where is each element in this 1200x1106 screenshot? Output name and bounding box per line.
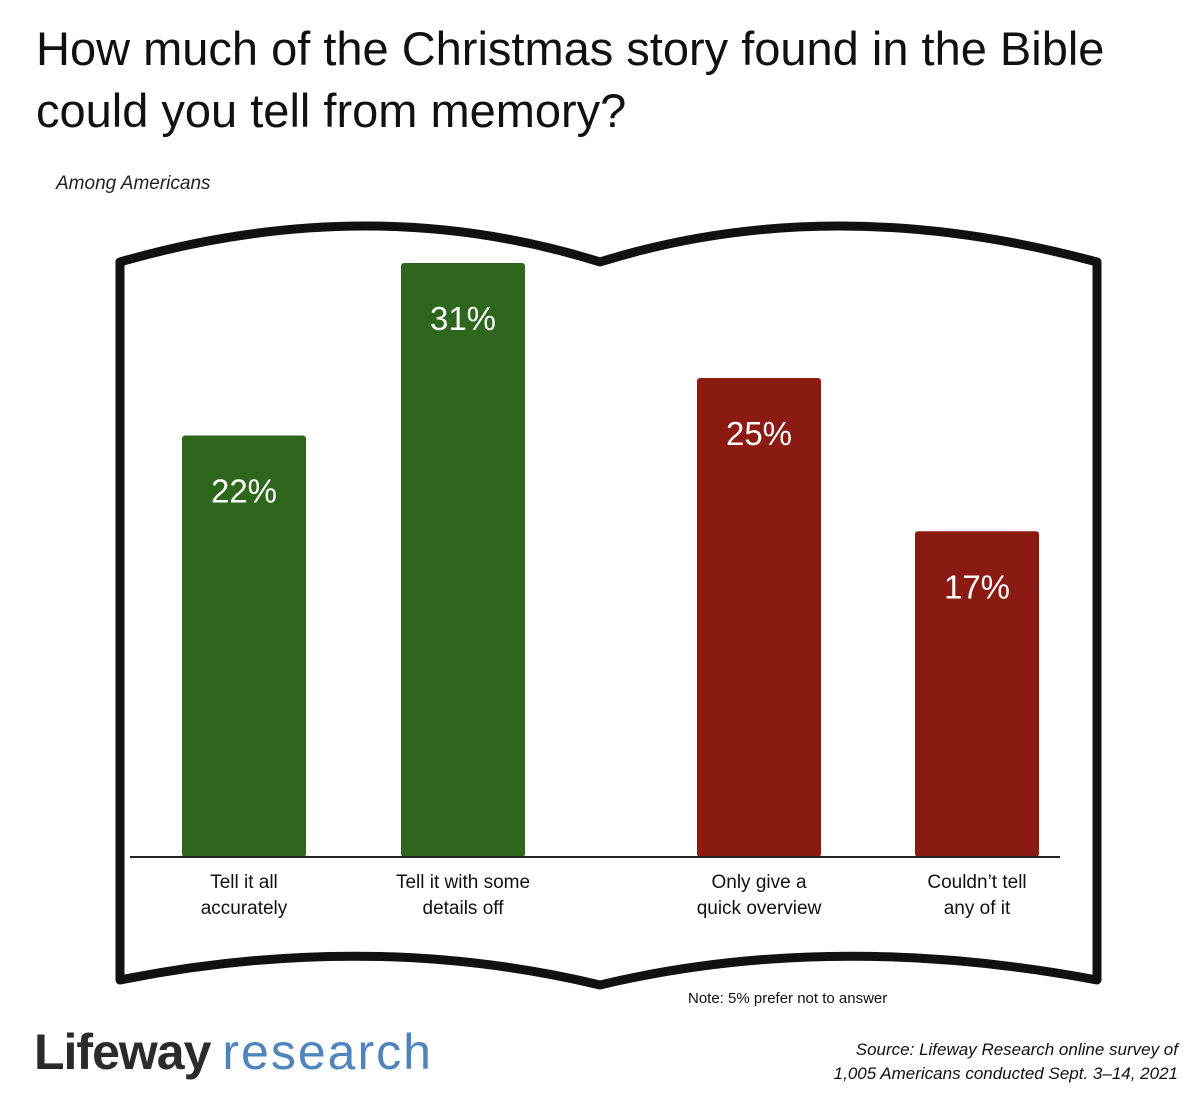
source-line-2: 1,005 Americans conducted Sept. 3–14, 20… (833, 1064, 1178, 1083)
note: Note: 5% prefer not to answer (688, 990, 888, 1007)
category-label-2-line-2: details off (423, 898, 505, 919)
logo-research: research (222, 1024, 433, 1080)
bar-1 (182, 435, 306, 857)
bar-4 (915, 531, 1039, 857)
bar-2 (401, 263, 525, 857)
bar-3 (697, 377, 821, 857)
category-label-4-line-2: any of it (944, 898, 1011, 919)
x-axis-labels: Tell it all accurately Tell it with some de… (201, 872, 1027, 919)
bars-group: 22% 31% 25% 17% (182, 263, 1039, 857)
chart-subtitle: Among Americans (56, 173, 211, 194)
category-label-1-line-1: Tell it all (210, 872, 278, 893)
category-label-3-line-2: quick overview (697, 898, 822, 919)
chart-title: How much of the Christmas story found in… (36, 22, 1105, 137)
category-label-4-line-1: Couldn’t tell (927, 872, 1026, 893)
source-line-1: Source: Lifeway Research online survey o… (855, 1040, 1178, 1059)
bar-value-label-3: 25% (726, 415, 792, 452)
category-label-1-line-2: accurately (201, 898, 288, 919)
bar-value-label-1: 22% (211, 472, 277, 509)
bar-value-label-2: 31% (430, 300, 496, 337)
lifeway-research-logo: Lifeway research (34, 1022, 433, 1082)
category-label-2-line-1: Tell it with some (396, 872, 530, 893)
open-book-outline (115, 221, 1102, 990)
category-label-3-line-1: Only give a (711, 872, 806, 893)
bar-value-label-4: 17% (944, 568, 1010, 605)
source-note: Source: Lifeway Research online survey o… (758, 1038, 1178, 1086)
logo-lifeway: Lifeway (34, 1024, 211, 1080)
